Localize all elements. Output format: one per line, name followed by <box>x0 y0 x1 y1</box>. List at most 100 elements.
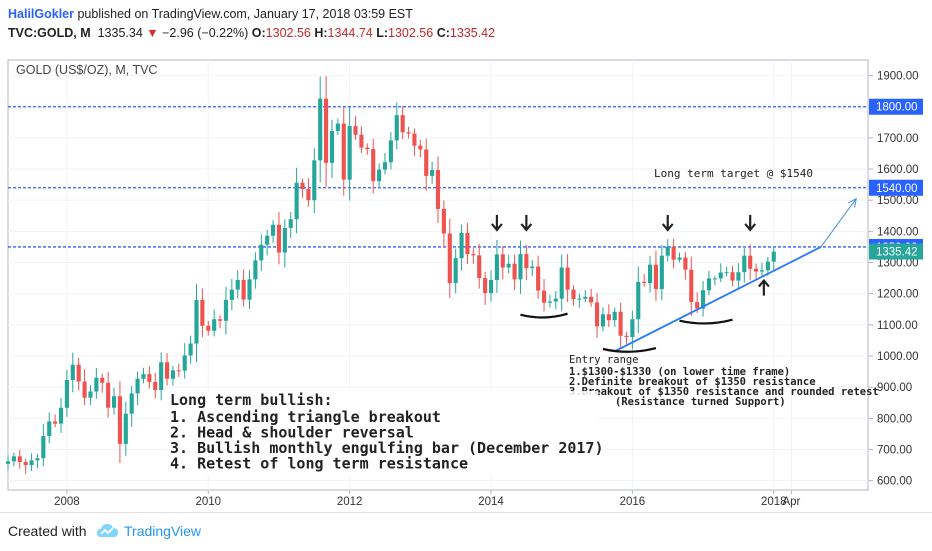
price-chart[interactable]: Long term target @ $1540 Entry range1.$13… <box>0 0 932 512</box>
candle-body <box>300 182 305 189</box>
candle-body <box>730 272 735 281</box>
candle-body <box>206 325 211 331</box>
x-tick-label: 2010 <box>195 496 221 508</box>
candle-body <box>600 314 605 327</box>
candle-body <box>253 260 258 280</box>
entry-range-line: 1.$1300-$1330 (on lower time frame) <box>569 366 790 378</box>
candle-body <box>147 374 152 382</box>
candle-body <box>412 133 417 146</box>
candle-body <box>718 272 723 279</box>
y-tick-label: 1000.00 <box>877 351 919 363</box>
candle-body <box>335 123 340 132</box>
candle-body <box>241 279 246 300</box>
candle-body <box>247 279 252 300</box>
candle-body <box>553 298 558 302</box>
candle-body <box>341 123 346 180</box>
level-badge <box>869 98 923 115</box>
candle-body <box>418 145 423 150</box>
candle-body <box>488 279 494 294</box>
x-tick-label: 2016 <box>620 496 646 508</box>
candle-body <box>111 396 117 408</box>
x-tick-label: Apr <box>782 496 800 508</box>
symbol-name[interactable]: TVC:GOLD, M <box>8 26 91 40</box>
candle-body <box>164 362 170 379</box>
symbol-legend: TVC:GOLD, M 1335.34 ▼ −2.96 (−0.22%) O:1… <box>8 24 928 42</box>
candle-body <box>754 268 759 272</box>
entry-range-line: 3.Breakout of $1350 resistance and round… <box>569 386 879 398</box>
author-link[interactable]: HalilGokler <box>8 7 74 21</box>
entry-range-line: 2.Definite breakout of $1350 resistance <box>569 376 816 388</box>
tradingview-brand-link[interactable]: TradingView <box>124 523 202 539</box>
candle-body <box>471 254 476 256</box>
high-value: 1344.74 <box>327 26 373 40</box>
candle-body <box>424 149 429 176</box>
candle-body <box>636 281 641 320</box>
candle-body <box>11 456 16 462</box>
candle-body <box>276 224 282 253</box>
candle-body <box>17 456 22 462</box>
candle-body <box>500 254 505 268</box>
candle-body <box>435 169 441 209</box>
candle-body <box>695 302 700 309</box>
chart-header: HalilGokler published on TradingView.com… <box>8 4 928 42</box>
resistance-down-arrow-head-icon <box>491 223 503 232</box>
open-label: O: <box>251 26 266 40</box>
candle-body <box>571 289 576 299</box>
y-tick-label: 1500.00 <box>877 195 919 207</box>
candle-body <box>88 391 93 398</box>
candle-body <box>465 232 470 255</box>
publish-info: HalilGokler published on TradingView.com… <box>8 4 928 24</box>
candle-body <box>353 126 358 135</box>
x-tick-label: 2018 <box>761 496 787 508</box>
candle-body <box>223 299 229 321</box>
bullish-line: 3. Bullish monthly engulfing bar (Decemb… <box>170 439 603 457</box>
candle-body <box>70 364 75 381</box>
candle-body <box>318 98 323 161</box>
last-price-badge <box>869 243 923 260</box>
candle-body <box>324 98 329 163</box>
candle-body <box>329 131 335 163</box>
candle-body <box>530 266 535 269</box>
high-label: H: <box>314 26 328 40</box>
candle-body <box>665 246 670 256</box>
candle-body <box>536 266 541 291</box>
candle-body <box>123 413 128 444</box>
candle-body <box>642 281 647 284</box>
close-value: 1335.42 <box>449 26 496 40</box>
candle-body <box>612 311 617 321</box>
price-axis[interactable]: 600.00 700.00 800.00 900.00 1000.00 1100.00 12… <box>868 71 923 488</box>
candle-body <box>141 374 146 379</box>
candle-body <box>265 235 270 245</box>
support-arc <box>520 312 568 319</box>
candle-body <box>453 258 458 284</box>
candle-body <box>477 255 482 279</box>
candle-body <box>288 219 293 228</box>
candle-body <box>159 362 164 390</box>
candle-body <box>547 301 552 303</box>
level-badge-label: 1800.00 <box>876 102 918 114</box>
footer: Created with TradingView <box>0 512 932 551</box>
y-tick-label: 1700.00 <box>877 133 919 145</box>
candle-body <box>5 461 11 464</box>
candle-body <box>135 378 140 394</box>
tradingview-cloud-icon[interactable] <box>96 522 120 545</box>
x-tick-label: 2008 <box>54 496 80 508</box>
candle-body <box>312 160 317 201</box>
candle-body <box>430 169 435 176</box>
candle-body <box>559 267 564 299</box>
candle-body <box>129 393 134 414</box>
candle-body <box>106 382 111 408</box>
candle-body <box>524 254 529 269</box>
target-arrow-head-icon <box>848 197 857 208</box>
published-text: published on TradingView.com, January 17… <box>77 7 413 21</box>
candle-body <box>35 458 40 461</box>
last-price: 1335.34 <box>97 26 143 40</box>
bullish-line: 2. Head & shoulder reversal <box>170 424 414 442</box>
candle-body <box>188 343 193 356</box>
y-tick-label: 700.00 <box>877 444 912 456</box>
candle-body <box>759 270 765 272</box>
bullish-line: 1. Ascending triangle breakout <box>170 408 441 426</box>
candle-body <box>724 272 729 274</box>
y-tick-label: 600.00 <box>877 476 912 488</box>
